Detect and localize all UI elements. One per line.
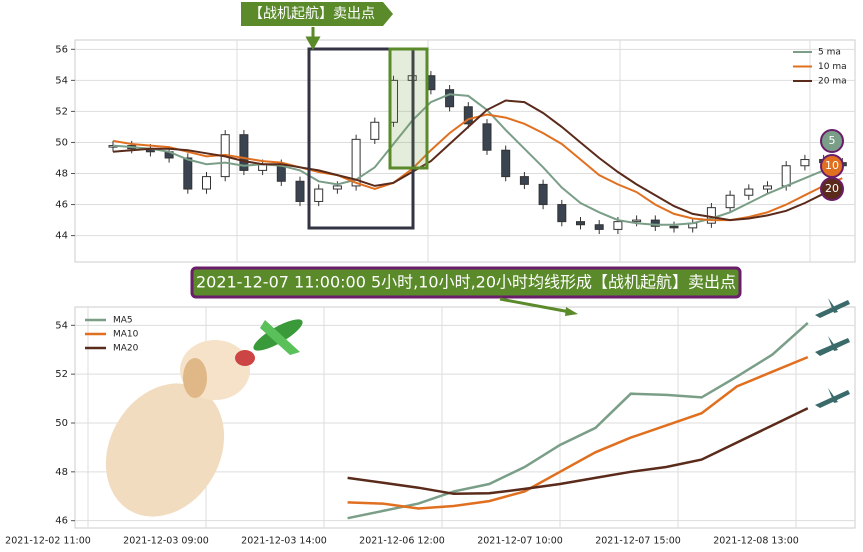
- candle-body: [445, 89, 455, 108]
- candle-body: [744, 188, 754, 196]
- x-tick-label: 2021-12-08 13:00: [713, 536, 799, 547]
- end-marker-label: 5: [829, 134, 836, 147]
- candle-body: [202, 176, 211, 190]
- legend-label: MA20: [113, 344, 139, 354]
- ma-line: [112, 113, 843, 222]
- legend-label: 20 ma: [818, 77, 847, 87]
- y-tick-label: 52: [55, 106, 68, 117]
- annotation-arrow: [305, 27, 321, 51]
- signal-box: [307, 47, 415, 230]
- x-tick-label: 2021-12-03 14:00: [241, 536, 327, 547]
- legend-label: 5 ma: [818, 48, 841, 58]
- candle-body: [763, 185, 772, 190]
- candle-body: [650, 219, 660, 227]
- candle-body: [370, 121, 380, 140]
- candle-body: [594, 224, 604, 230]
- ma-line: [347, 407, 809, 496]
- banner: [190, 266, 742, 299]
- y-tick-label: 50: [55, 418, 68, 429]
- annotation-box: [241, 2, 393, 26]
- signal-box-green: [388, 47, 429, 170]
- candle-body: [183, 157, 193, 190]
- x-tick-label: 2021-12-06 12:00: [359, 536, 445, 547]
- ma-line: [347, 355, 809, 510]
- y-tick-label: 56: [55, 44, 68, 55]
- y-tick-label: 52: [55, 369, 68, 380]
- banner-arrowhead: [565, 307, 578, 316]
- x-tick-label: 2021-12-07 15:00: [595, 536, 681, 547]
- candle-body: [800, 159, 810, 167]
- candle-body: [613, 221, 623, 230]
- legend-label: MA5: [113, 316, 133, 326]
- candle-body: [332, 185, 342, 190]
- candle-body: [557, 204, 567, 223]
- end-marker-label: 10: [825, 159, 839, 172]
- x-tick-label: 2021-12-03 09:00: [123, 536, 209, 547]
- top-frame: [74, 39, 856, 263]
- candle-body: [632, 219, 642, 223]
- y-tick-label: 54: [55, 320, 68, 331]
- candle-body: [781, 165, 791, 187]
- legend-label: MA10: [113, 330, 139, 340]
- y-tick-label: 48: [55, 169, 68, 180]
- marks: 44 46 48 50 52 54 56 5 ma 5 10 ma 10 20 ma 20 46 48 50 5…: [5, 44, 855, 547]
- end-marker: [820, 129, 844, 153]
- candle-body: [669, 225, 679, 229]
- ma-line: [112, 93, 843, 226]
- candle-body: [295, 180, 305, 202]
- candle-body: [576, 221, 585, 226]
- x-tick-label: 2021-12-02 11:00: [5, 536, 91, 547]
- y-tick-label: 54: [55, 75, 68, 86]
- y-tick-label: 46: [55, 516, 68, 527]
- y-tick-label: 48: [55, 467, 68, 478]
- bottom-frame: [74, 306, 856, 529]
- annotation-text: 【战机起航】卖出点: [249, 6, 375, 22]
- banner-arrow: [499, 297, 571, 314]
- end-marker: [820, 177, 844, 201]
- candle-body: [314, 188, 324, 202]
- plane-icons: [815, 298, 850, 408]
- ma-line: [112, 99, 843, 222]
- candle-body: [239, 134, 249, 171]
- candle-body: [351, 138, 361, 187]
- x-tick-label: 2021-12-07 10:00: [477, 536, 563, 547]
- end-marker-label: 20: [825, 182, 839, 195]
- candle-body: [538, 183, 548, 206]
- candle-body: [725, 194, 735, 209]
- ma-line: [347, 321, 809, 520]
- y-tick-label: 44: [55, 231, 68, 242]
- banner-text: 2021-12-07 11:00:00 5小时,10小时,20小时均线形成【战机…: [196, 273, 736, 292]
- candle-body: [482, 123, 492, 151]
- plane: [253, 319, 303, 355]
- y-tick-label: 50: [55, 137, 68, 148]
- candle-body: [463, 106, 473, 125]
- candle-body: [501, 149, 511, 178]
- dog: [105, 340, 255, 517]
- candle-body: [519, 176, 529, 185]
- y-tick-label: 46: [55, 200, 68, 211]
- legend-label: 10 ma: [818, 62, 847, 72]
